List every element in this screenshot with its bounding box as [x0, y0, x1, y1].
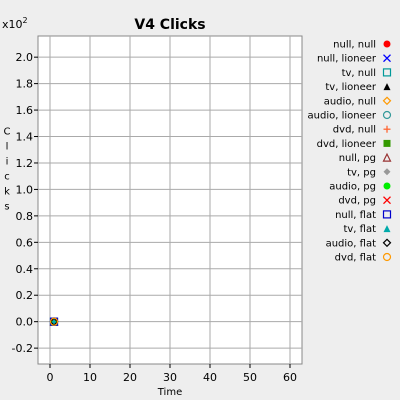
- legend-label: null, flat: [335, 210, 376, 221]
- legend-marker: [383, 54, 391, 63]
- legend-item: audio, null: [324, 96, 392, 107]
- legend-item: dvd, lioneer: [317, 139, 391, 150]
- y-axis-label-letter: l: [6, 142, 9, 153]
- y-tick-label: -0.2: [12, 342, 33, 355]
- legend-marker: [382, 68, 392, 77]
- legend-marker: [383, 182, 391, 190]
- legend-marker: [383, 40, 391, 48]
- legend-marker: [383, 225, 391, 233]
- x-axis-ticks: 0 10 20 30 40 50 60: [47, 364, 297, 384]
- legend-label: null, lioneer: [317, 54, 377, 65]
- legend-label: null, null: [333, 40, 376, 51]
- y-axis-label-letter: s: [4, 202, 9, 213]
- y-tick-label: 1.8: [16, 78, 34, 91]
- legend-label: dvd, pg: [338, 196, 376, 207]
- legend-marker: [383, 125, 391, 133]
- legend-item: null, pg: [339, 152, 392, 164]
- legend-marker: [383, 196, 391, 205]
- legend-item: tv, null: [342, 68, 392, 79]
- y-tick-label: 0.0: [16, 316, 34, 329]
- legend-item: null, lioneer: [317, 54, 391, 65]
- legend-marker: [383, 168, 391, 176]
- legend-label: audio, flat: [326, 238, 376, 249]
- legend-item: dvd, pg: [338, 196, 391, 207]
- legend-label: dvd, lioneer: [317, 139, 377, 150]
- legend-marker: [382, 238, 392, 248]
- y-axis-label-letter: c: [4, 172, 10, 183]
- legend-label: audio, lioneer: [308, 111, 377, 122]
- x-tick-label: 30: [163, 371, 177, 384]
- legend-item: tv, flat: [343, 224, 391, 235]
- legend-label: audio, null: [324, 96, 376, 107]
- y-axis-ticks: -0.2 0.0 0.2 0.4 0.6 0.8 1.0 1.2 1.4 1.6 1.8 2.0: [12, 51, 38, 355]
- legend-marker: [382, 110, 392, 120]
- y-tick-label: 2.0: [16, 51, 34, 64]
- legend-item: audio, lioneer: [308, 110, 392, 122]
- legend-label: dvd, flat: [335, 253, 376, 264]
- y-axis-label: Clicks: [4, 127, 11, 213]
- y-tick-label: 1.4: [16, 131, 34, 144]
- y-tick-label: 1.2: [16, 157, 34, 170]
- y-tick-label: 1.0: [16, 183, 34, 196]
- legend-item: null, null: [333, 40, 391, 51]
- legend-label: null, pg: [339, 153, 376, 164]
- legend-marker: [383, 139, 391, 147]
- x-tick-label: 10: [83, 371, 97, 384]
- y-axis-multiplier: x102: [2, 16, 28, 31]
- data-points: [49, 316, 59, 327]
- legend-marker: [383, 83, 391, 91]
- legend-marker: [382, 96, 392, 106]
- legend-item: dvd, null: [333, 125, 391, 136]
- y-tick-label: 0.4: [16, 263, 34, 276]
- legend-item: tv, lioneer: [325, 82, 391, 93]
- x-tick-label: 20: [123, 371, 137, 384]
- legend-item: audio, pg: [329, 182, 391, 193]
- y-axis-label-letter: C: [4, 127, 11, 138]
- legend-label: audio, pg: [329, 182, 376, 193]
- legend: null, null null, lioneer tv, null tv, lione…: [308, 40, 392, 264]
- legend-marker: [382, 210, 392, 219]
- x-tick-label: 40: [203, 371, 217, 384]
- grid-lines: [38, 36, 302, 364]
- x-tick-label: 0: [47, 371, 54, 384]
- y-tick-label: 0.6: [16, 236, 34, 249]
- y-tick-label: 0.8: [16, 210, 34, 223]
- legend-marker: [382, 252, 392, 262]
- legend-item: dvd, flat: [335, 252, 392, 264]
- x-tick-label: 60: [283, 371, 297, 384]
- legend-item: audio, flat: [326, 238, 392, 249]
- legend-label: dvd, null: [333, 125, 376, 136]
- x-axis-label: Time: [157, 387, 182, 398]
- legend-item: null, flat: [335, 210, 392, 221]
- x-tick-label: 50: [243, 371, 257, 384]
- legend-label: tv, lioneer: [325, 82, 377, 93]
- y-tick-label: 0.2: [16, 289, 34, 302]
- chart-title: V4 Clicks: [134, 17, 205, 33]
- y-axis-label-letter: k: [4, 187, 10, 198]
- legend-item: tv, pg: [347, 167, 391, 178]
- legend-label: tv, flat: [343, 224, 376, 235]
- y-tick-label: 1.6: [16, 104, 34, 117]
- legend-marker: [382, 152, 392, 162]
- y-axis-label-letter: i: [6, 157, 9, 168]
- legend-label: tv, pg: [347, 167, 376, 178]
- data-point: [49, 317, 59, 326]
- legend-label: tv, null: [342, 68, 376, 79]
